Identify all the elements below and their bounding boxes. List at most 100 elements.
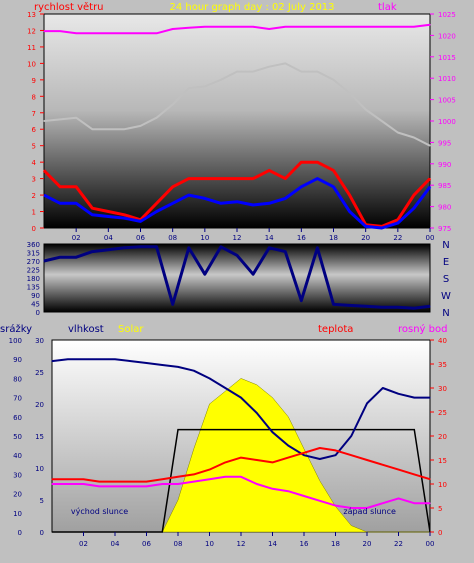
dewpoint-line-point [413,502,415,504]
rain-tick-label: 80 [13,375,22,383]
humidity-line-point [224,387,226,389]
compass-label: W [441,291,451,302]
temperature-line-point [271,461,274,463]
humidity-tick-label: 30 [35,337,44,345]
pressure-line-point [172,28,174,30]
pressure-line-point [156,32,158,34]
humidity-tick-label: 5 [40,497,44,505]
time-tick-label: 20 [363,540,372,548]
dewpoint-line-point [334,505,337,507]
humidity-line-point [145,362,148,364]
humidity-tick-label: 25 [35,369,44,377]
time-tick-label: 08 [168,234,177,242]
wind-average-line-point [365,225,367,227]
wind-direction-line-point [300,300,302,302]
wind-direction-layer [43,245,431,310]
wind-average-line-point [268,202,270,204]
pressure-tick-label: 1000 [438,118,456,126]
wind-direction-line-point [349,304,351,306]
temperature-line-point [397,469,400,471]
temperature-line-point [161,478,163,480]
time-tick-label: 02 [72,234,81,242]
compass-label: E [443,257,449,268]
dewpoint-line-point [224,476,226,478]
wind-average-line-point [91,214,93,216]
rain-label: srážky [0,323,32,335]
wind-average-line-point [172,202,174,204]
time-tick-label: 00 [426,234,435,242]
humidity-line-point [67,358,69,360]
time-tick-label: 10 [200,234,209,242]
humidity-line-point [397,393,400,395]
humidity-line-point [193,370,195,372]
temperature-tick-label: 0 [438,529,442,537]
wind-direction-line-point [397,306,399,308]
dewpoint-line-point [98,485,100,487]
compass-label: S [443,274,449,285]
dewpoint-line-point [350,507,352,509]
wind-speed-tick-label: 1 [32,209,36,217]
wind-average-line-point [397,222,399,224]
wind-speed-tick-label: 2 [32,192,36,200]
wind-gust-line-point [156,202,158,204]
pressure-line-point [349,26,351,28]
wind-speed-tick-label: 3 [32,176,36,184]
dewpoint-line-point [82,483,85,485]
temperature-like-line-point [397,131,399,134]
pressure-tick-label: 990 [438,161,451,169]
pressure-tick-label: 975 [438,225,451,233]
humidity-label: vlhkost [68,324,104,335]
wind-speed-tick-label: 12 [27,27,36,35]
temperature-line-point [224,461,226,463]
wind-gust-line-point [220,178,222,180]
dewpoint-line-point [161,483,163,485]
wind-gust-line-point [59,186,61,188]
time-tick-label: 06 [142,540,151,548]
wind-direction-line-point [204,273,206,275]
wind-gust-line-point [75,186,77,188]
pressure-line-point [397,26,399,28]
humidity-tick-label: 0 [40,529,44,537]
solar-label: Solar [118,324,144,335]
direction-tick-label: 180 [27,275,40,283]
pressure-tick-label: 980 [438,204,451,212]
humidity-line-point [287,445,289,447]
wind-average-line-point [188,194,190,196]
temperature-like-line-point [381,120,383,122]
dewpoint-line-point [429,502,431,504]
pressure-tick-label: 1015 [438,54,456,62]
temperature-tick-label: 5 [438,505,442,513]
compass-label: N [442,308,449,319]
wind-gust-line-point [268,169,270,171]
humidity-line-point [177,366,179,368]
pressure-line-point [316,26,318,28]
pressure-line-point [252,26,254,28]
wind-average-line-point [252,204,254,206]
wind-gust-line-point [107,210,109,213]
temperature-line-point [240,457,242,459]
wind-gust-line-point [204,178,206,180]
temperature-like-line-point [204,85,206,87]
temperature-like-line-point [123,128,125,130]
time-tick-label: 00 [426,540,435,548]
graph-title: 24 hour graph day : 02 July 2013 [169,2,334,13]
pressure-line-point [332,26,335,28]
rain-tick-label: 40 [13,452,22,460]
compass-label: N [442,240,449,251]
wind-average-line-point [332,186,335,188]
pressure-line-point [284,26,286,28]
pressure-line-point [188,27,190,29]
time-tick-label: 14 [268,540,277,548]
wind-average-line-point [107,215,109,218]
temperature-like-line-point [139,125,142,127]
pressure-line-point [381,26,383,28]
direction-tick-label: 45 [31,301,40,309]
wind-direction-line-point [188,247,190,249]
time-tick-label: 16 [300,540,309,548]
pressure-tick-label: 985 [438,182,451,190]
wind-speed-tick-label: 6 [32,126,37,134]
temperature-like-line-point [413,136,415,139]
dewpoint-line-point [145,485,148,487]
pressure-tick-label: 995 [438,139,451,147]
